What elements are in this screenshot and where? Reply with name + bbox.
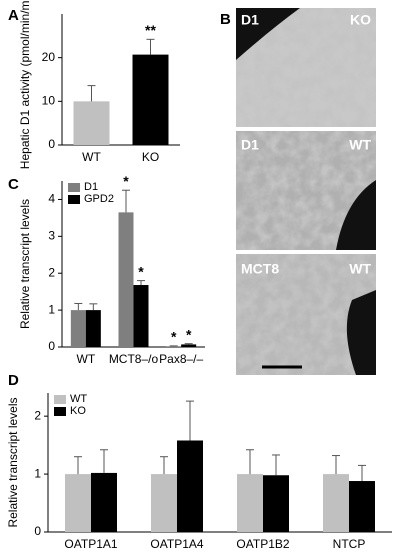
y-tick-label: 2 [48,265,55,279]
chart: D Relative transcript levels 0 1 2 OATP1A1 OAT… [6,372,392,551]
legend-label: D1 [84,181,98,193]
y-tick-label: 0 [48,137,55,151]
x-tick-label: WT [82,150,101,164]
micrograph: D1 KO [236,8,376,127]
y-tick-label: 3 [48,229,55,243]
panel-label: D [8,372,19,389]
y-axis-label: Relative transcript levels [18,199,32,329]
x-tick-label: NTCP [333,537,366,551]
panel-label: A [8,7,19,24]
panel-label: B [220,11,231,28]
bar [151,474,177,532]
image-label: MCT8 [241,261,279,277]
annotation: * [171,329,177,345]
x-tick-label: KO [142,150,159,164]
legend-swatch [68,195,80,204]
y-tick-label: 1 [48,302,55,316]
y-axis-label: Relative transcript levels [6,397,20,527]
bar [70,310,86,347]
bar [85,310,101,347]
panel-b: B D1 KO D1 WT MCT8 WT [220,8,376,375]
legend-label: KO [70,405,86,417]
panel-label: C [8,176,19,193]
y-tick-label: 4 [48,192,55,206]
annotation: * [138,263,144,279]
y-tick-label: 10 [42,94,56,108]
bar [73,101,110,145]
bar [132,54,169,145]
x-tick-label: OATP1B2 [236,537,289,551]
x-tick-label: Pax8–/– [159,352,203,366]
image-label: WT [349,137,371,153]
bar [181,344,197,347]
bar [166,346,182,347]
legend-label: GPD2 [84,193,114,205]
micrograph: MCT8 WT [236,254,376,375]
bar [118,212,134,347]
y-tick-label: 0 [34,524,41,538]
bar [323,474,349,532]
bar [349,481,375,532]
y-tick-label: 0 [48,339,55,353]
y-axis-label: Hepatic D1 activity (pmol/min/mg) [18,0,32,169]
x-tick-label: OATP1A1 [64,537,117,551]
chart: A Hepatic D1 activity (pmol/min/mg) 0 10 20 W… [8,0,180,169]
x-tick-label: OATP1A4 [150,537,203,551]
legend-swatch [54,395,66,404]
y-tick-label: 1 [34,466,41,480]
legend-label: WT [70,393,87,405]
annotation: ** [145,22,156,38]
annotation: * [123,173,129,189]
chart: C Relative transcript levels 0 1 2 3 4 WT MCT8–/… [8,173,205,366]
y-tick-label: 2 [34,408,41,422]
bar [133,285,149,347]
image-label: KO [350,12,371,28]
x-tick-label: WT [77,352,96,366]
legend-swatch [54,407,66,416]
bar [263,475,289,532]
y-tick-label: 20 [42,50,56,64]
image-label: D1 [241,137,259,153]
annotation: * [186,326,192,342]
x-tick-label: MCT8–/o [109,352,159,366]
image-label: D1 [241,12,259,28]
bar [237,474,263,532]
micrograph: D1 WT [236,131,376,250]
image-label: WT [349,261,371,277]
bar [91,472,117,532]
bar [177,440,203,532]
legend-swatch [68,183,80,192]
bar [65,474,91,532]
